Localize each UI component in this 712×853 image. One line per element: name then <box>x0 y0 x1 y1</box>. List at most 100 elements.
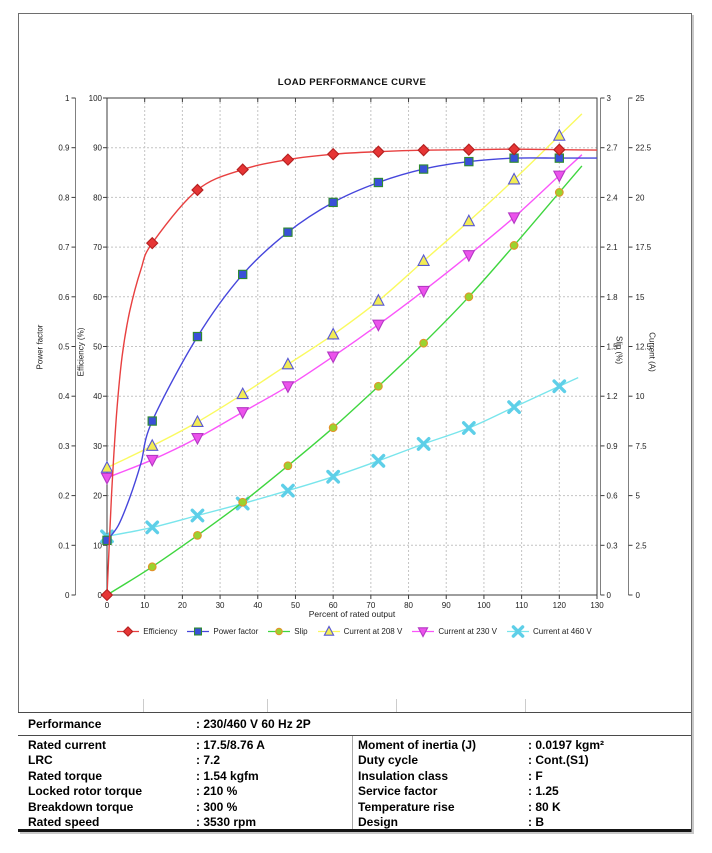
svg-text:15: 15 <box>636 293 645 302</box>
spec-value: : B <box>528 814 544 829</box>
spec-label: Design <box>358 814 399 829</box>
legend-item-current-at-460-v: Current at 460 V <box>506 625 592 638</box>
spec-label: Duty cycle <box>358 753 419 768</box>
column-divider <box>352 736 353 829</box>
legend-label: Current at 230 V <box>438 627 498 636</box>
svg-text:0.3: 0.3 <box>58 442 70 451</box>
svg-text:0.6: 0.6 <box>58 293 70 302</box>
spec-label: Rated torque <box>28 768 103 783</box>
svg-text:0.5: 0.5 <box>58 343 70 352</box>
spec-row-breakdown-torque: Breakdown torque : 300 % <box>18 800 352 815</box>
svg-text:70: 70 <box>366 601 375 610</box>
current-axis-label: Current (A) <box>647 332 657 372</box>
chart-legend: Efficiency Power factor Slip Current at 208… <box>18 625 690 638</box>
svg-text:0: 0 <box>98 591 103 600</box>
svg-text:2.1: 2.1 <box>607 243 619 252</box>
legend-item-current-at-230-v: Current at 230 V <box>411 625 497 638</box>
svg-text:0: 0 <box>636 591 641 600</box>
slip-axis-label: Slip (%) <box>614 335 624 365</box>
svg-text:0: 0 <box>105 601 110 610</box>
svg-text:0.7: 0.7 <box>58 243 70 252</box>
svg-text:20: 20 <box>178 601 187 610</box>
spec-value: : 1.25 <box>528 784 559 799</box>
svg-text:0: 0 <box>607 591 612 600</box>
svg-text:90: 90 <box>93 144 102 153</box>
svg-text:0.8: 0.8 <box>58 193 70 202</box>
legend-label: Current at 208 V <box>343 627 403 636</box>
svg-text:1: 1 <box>65 94 70 103</box>
svg-text:1.8: 1.8 <box>607 293 619 302</box>
spec-label: Temperature rise <box>358 799 455 814</box>
svg-text:50: 50 <box>93 343 102 352</box>
svg-text:25: 25 <box>636 94 645 103</box>
divider-mark <box>143 699 144 712</box>
legend-label: Power factor <box>213 627 259 636</box>
spec-row-duty-cycle: Duty cycle : Cont.(S1) <box>352 753 691 768</box>
legend-item-slip: Slip <box>267 625 308 638</box>
svg-text:3: 3 <box>607 94 612 103</box>
svg-text:30: 30 <box>216 601 225 610</box>
spec-column-left: Rated current: 17.5/8.76 A LRC: 7.2 Rated … <box>18 738 352 830</box>
svg-text:100: 100 <box>89 94 103 103</box>
spec-row-service-factor: Service factor : 1.25 <box>352 784 691 799</box>
spec-row-temperature-rise: Temperature rise : 80 K <box>352 800 691 815</box>
svg-text:130: 130 <box>590 601 604 610</box>
spec-value: : 1.54 kgfm <box>196 768 259 783</box>
svg-text:0.9: 0.9 <box>58 144 70 153</box>
legend-item-power-factor: Power factor <box>186 625 258 638</box>
svg-text:60: 60 <box>329 601 338 610</box>
divider-mark <box>396 699 397 712</box>
svg-text:5: 5 <box>636 492 641 501</box>
spec-label: LRC <box>28 753 53 768</box>
power-factor-axis-label: Power factor <box>35 324 45 370</box>
svg-text:70: 70 <box>93 243 102 252</box>
svg-text:0.1: 0.1 <box>58 541 70 550</box>
spec-label: Insulation class <box>358 768 449 783</box>
svg-text:2.4: 2.4 <box>607 193 619 202</box>
svg-text:0.3: 0.3 <box>607 541 619 550</box>
svg-text:10: 10 <box>93 541 102 550</box>
legend-item-efficiency: Efficiency <box>116 625 177 638</box>
legend-label: Efficiency <box>143 627 178 636</box>
svg-text:120: 120 <box>553 601 567 610</box>
load-performance-chart: 0 10 20 30 40 50 60 70 80 90 100 110 120 13000.10.20.… <box>58 94 652 610</box>
spec-label: Rated current <box>28 738 107 752</box>
spec-value: : 300 % <box>196 799 238 814</box>
svg-text:40: 40 <box>253 601 262 610</box>
spec-row-rated-torque: Rated torque : 1.54 kgfm <box>18 769 352 784</box>
spec-value: : 3530 rpm <box>196 814 257 829</box>
spec-label: Breakdown torque <box>28 799 134 814</box>
svg-text:110: 110 <box>515 601 528 610</box>
svg-text:20: 20 <box>636 193 645 202</box>
spec-row-design: Design : B <box>352 815 691 830</box>
svg-text:60: 60 <box>93 293 102 302</box>
spec-rows: Rated current: 17.5/8.76 A LRC: 7.2 Rated … <box>18 736 691 829</box>
spec-value: : 80 K <box>528 799 561 814</box>
spec-value: : 7.2 <box>196 753 221 768</box>
svg-text:2.5: 2.5 <box>636 541 648 550</box>
svg-text:12.5: 12.5 <box>636 343 652 352</box>
spec-label: Rated speed <box>28 814 100 829</box>
svg-text:17.5: 17.5 <box>636 243 652 252</box>
performance-table: Performance : 230/460 V 60 Hz 2P Rated c… <box>18 712 691 832</box>
svg-text:10: 10 <box>636 392 645 401</box>
spec-value: : Cont.(S1) <box>528 753 589 768</box>
x-axis-label: Percent of rated output <box>308 609 396 619</box>
svg-text:1.2: 1.2 <box>607 392 619 401</box>
circle-marker-icon <box>268 627 291 636</box>
spec-row-insulation-class: Insulation class: F <box>352 769 691 784</box>
legend-label: Slip <box>294 627 308 636</box>
spec-label: Service factor <box>358 784 438 799</box>
svg-text:90: 90 <box>442 601 451 610</box>
spec-label: Locked rotor torque <box>28 784 143 799</box>
svg-text:7.5: 7.5 <box>636 442 648 451</box>
svg-text:22.5: 22.5 <box>636 144 652 153</box>
performance-label: Performance <box>28 717 102 731</box>
x-marker-icon <box>507 625 530 638</box>
square-marker-icon <box>187 627 210 636</box>
spec-row-lrc: LRC : 7.2 <box>18 753 352 768</box>
svg-text:80: 80 <box>404 601 413 610</box>
svg-text:0.2: 0.2 <box>58 492 70 501</box>
triangle-up-marker-icon <box>317 625 340 636</box>
spec-label: Moment of inertia (J) <box>358 738 477 752</box>
